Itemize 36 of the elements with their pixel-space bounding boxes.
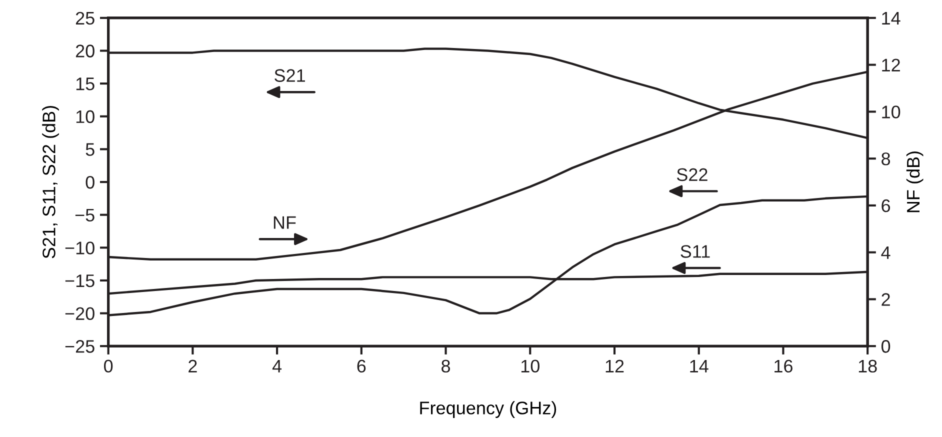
y-tick-label: 5: [86, 143, 94, 156]
y2-tick-label: 4: [881, 246, 890, 259]
y2-tick-label: 12: [882, 58, 900, 72]
y-tick-label: 0: [86, 176, 94, 189]
x-tick-label: 8: [442, 360, 450, 373]
y2-axis-title: NF (dB): [906, 152, 924, 212]
y-tick-label: 10: [76, 110, 94, 124]
y2-tick-label: 10: [882, 106, 900, 118]
y-tick-label: −15: [65, 274, 94, 288]
y2-tick-label: 6: [882, 199, 890, 212]
y-tick-label: −5: [75, 208, 94, 222]
x-tick-label: 12: [606, 360, 624, 372]
x-tick-label: 4: [272, 360, 282, 372]
y2-tick-label: 8: [882, 152, 890, 166]
series-label: NF: [274, 216, 296, 229]
x-axis-title: Frequency (GHz): [420, 401, 556, 418]
x-tick-label: 2: [188, 360, 197, 372]
y-tick-label: −25: [65, 340, 94, 353]
x-tick-label: 10: [521, 360, 540, 373]
series-label: S21: [274, 69, 305, 82]
x-tick-label: 16: [774, 360, 792, 373]
y-tick-label: −20: [65, 307, 94, 320]
y-tick-label: 15: [76, 78, 94, 90]
y-axis-title: S21, S11, S22 (dB): [42, 106, 59, 258]
y2-tick-label: 2: [882, 293, 890, 306]
y-tick-label: −10: [65, 242, 94, 254]
x-tick-label: 14: [690, 360, 708, 372]
y2-tick-label: 14: [882, 12, 900, 24]
y-tick-label: 25: [76, 12, 94, 25]
x-tick-label: 18: [858, 360, 877, 373]
x-tick-label: 6: [357, 360, 366, 373]
series-label: S22: [676, 168, 708, 182]
x-tick-label: 0: [104, 360, 113, 373]
y2-tick-label: 0: [881, 340, 890, 353]
y-tick-label: 20: [76, 44, 94, 58]
series-label: S11: [680, 245, 710, 258]
